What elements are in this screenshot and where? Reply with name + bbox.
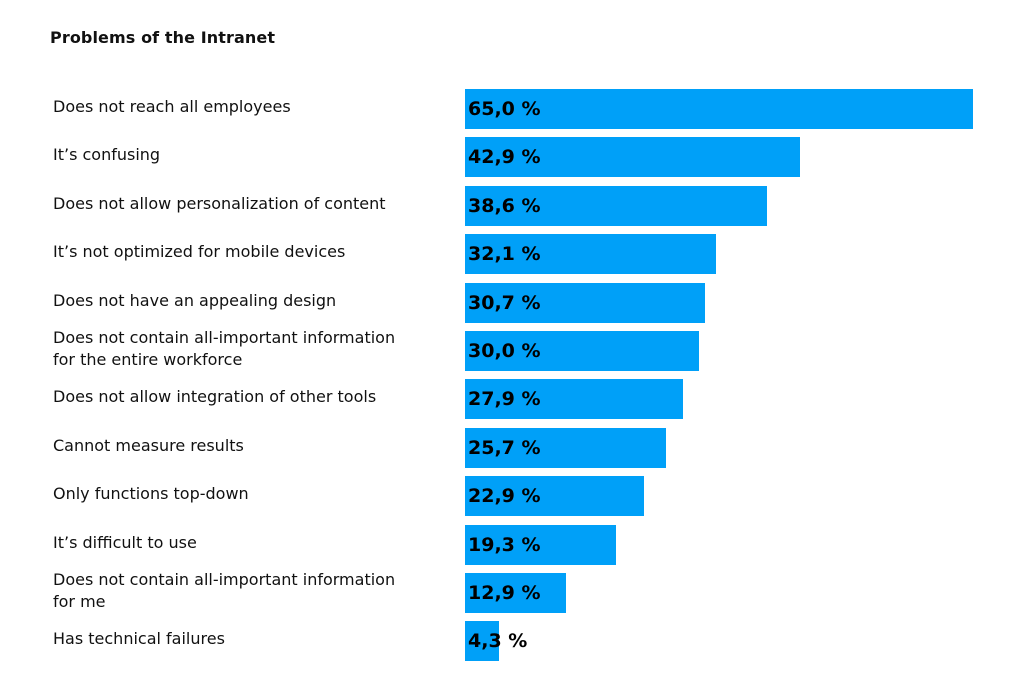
category-label-line: Does not reach all employees bbox=[53, 97, 291, 116]
category-label-line: Only functions top-down bbox=[53, 484, 249, 504]
category-label: It’s not optimized for mobile devices bbox=[53, 241, 443, 263]
data-label: 4,3 % bbox=[468, 630, 528, 653]
category-label: Has technical failures bbox=[53, 628, 443, 650]
data-label: 30,7 % bbox=[468, 291, 541, 314]
bar bbox=[465, 185, 767, 226]
data-label: 65,0 % bbox=[468, 98, 541, 120]
category-label: Does not have an appealing design bbox=[53, 290, 443, 312]
data-label: 27,9 % bbox=[468, 388, 541, 411]
category-label: Cannot measure results bbox=[53, 435, 443, 457]
category-label: Does not allow personalization of conten… bbox=[53, 193, 443, 215]
category-label: Only functions top-down bbox=[53, 483, 443, 505]
category-label-line: It’s difficult to use bbox=[53, 532, 197, 552]
bar bbox=[465, 621, 499, 662]
data-label: 12,9 % bbox=[468, 582, 541, 604]
data-label: 30,0 % bbox=[468, 340, 541, 362]
category-label-line: for me bbox=[53, 592, 106, 611]
bar bbox=[465, 331, 700, 371]
data-label: 38,6 % bbox=[468, 194, 541, 217]
data-label: 32,1 % bbox=[468, 243, 541, 266]
bar bbox=[465, 234, 716, 275]
bar bbox=[465, 427, 666, 468]
category-label-line: Does not contain all-important informati… bbox=[53, 328, 396, 347]
chart-title: Problems of the Intranet bbox=[50, 28, 276, 47]
category-label: Does not contain all-important informati… bbox=[53, 569, 443, 613]
data-label: 22,9 % bbox=[468, 485, 541, 508]
category-label-line: It’s not optimized for mobile devices bbox=[53, 242, 346, 262]
data-label: 42,9 % bbox=[468, 146, 541, 169]
bar bbox=[465, 476, 644, 517]
category-label-line: Does not allow integration of other tool… bbox=[53, 387, 377, 407]
category-label-line: Has technical failures bbox=[53, 629, 225, 649]
data-label: 19,3 % bbox=[468, 533, 541, 556]
bar bbox=[465, 573, 566, 613]
bar bbox=[465, 379, 684, 420]
category-label: It’s confusing bbox=[53, 144, 443, 166]
category-label: It’s difficult to use bbox=[53, 532, 443, 554]
category-label-line: It’s confusing bbox=[53, 145, 161, 165]
category-label-line: Does not have an appealing design bbox=[53, 290, 337, 310]
category-label-line: for the entire workforce bbox=[53, 350, 243, 369]
category-label: Does not reach all employees bbox=[53, 96, 443, 118]
bar bbox=[465, 137, 801, 178]
category-label: Does not contain all-important informati… bbox=[53, 327, 443, 371]
bar bbox=[465, 282, 705, 323]
data-label: 25,7 % bbox=[468, 436, 541, 459]
category-label-line: Does not allow personalization of conten… bbox=[53, 193, 386, 213]
category-label-line: Does not contain all-important informati… bbox=[53, 570, 396, 589]
bar bbox=[465, 524, 616, 565]
bar bbox=[465, 89, 973, 129]
category-label: Does not allow integration of other tool… bbox=[53, 386, 443, 408]
category-label-line: Cannot measure results bbox=[53, 435, 244, 455]
